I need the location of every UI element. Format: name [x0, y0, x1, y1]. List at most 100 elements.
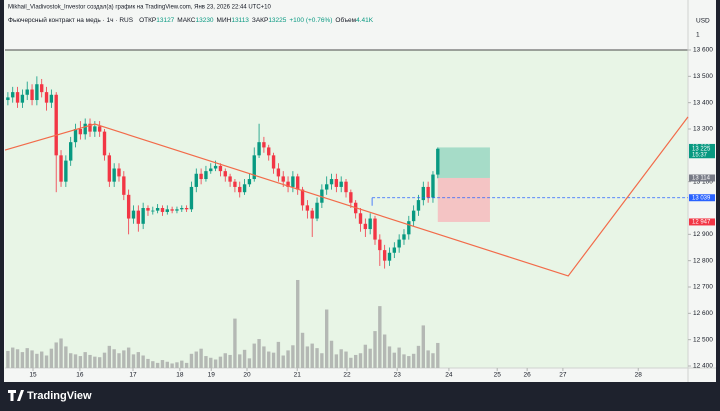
x-tick-label: 24 — [445, 372, 453, 379]
volume-bar — [411, 353, 416, 368]
candle-body — [325, 184, 329, 190]
candle-body — [223, 171, 227, 177]
candle-body — [165, 209, 169, 212]
candle-body — [305, 205, 310, 211]
volume-bar — [276, 341, 281, 368]
candle-body — [117, 168, 121, 177]
candle-body — [15, 92, 20, 103]
volume-value: 4.41K — [356, 17, 374, 24]
brand-logo — [8, 390, 24, 401]
x-tick-label: 22 — [343, 372, 351, 379]
y-tick-label: 13 500 — [693, 73, 713, 80]
volume-bar — [392, 352, 397, 368]
y-tick-label: 12 600 — [693, 310, 713, 317]
volume-bar — [64, 346, 68, 368]
candle-body — [170, 209, 174, 211]
volume-bar — [69, 353, 73, 368]
candle-body — [6, 97, 10, 101]
volume-bar — [257, 339, 261, 368]
candle-body — [11, 92, 15, 98]
candle-body — [276, 168, 281, 177]
volume-bar — [320, 353, 324, 368]
candle-body — [122, 176, 126, 195]
volume-bar — [25, 348, 29, 368]
candle-body — [136, 210, 141, 224]
x-tick-label: 28 — [635, 372, 643, 379]
y-tick-label: 12 400 — [693, 363, 713, 370]
candle-body — [320, 189, 324, 203]
volume-bar — [54, 342, 58, 368]
candle-body — [252, 155, 256, 180]
volume-bar — [310, 343, 314, 368]
volume-bar — [218, 356, 223, 368]
symbol-legend: Фьючерсный контракт на медь · 1ч · RUS ОТ… — [8, 16, 374, 24]
y-tick-label: 12 900 — [693, 231, 713, 238]
volume-bar — [83, 352, 87, 368]
candle-body — [126, 194, 131, 219]
candle-body — [257, 142, 261, 156]
price-label: 13 225 — [692, 146, 711, 152]
candle-body — [329, 179, 334, 185]
x-tick-label: 21 — [294, 372, 302, 379]
x-tick-label: 17 — [129, 372, 137, 379]
volume-bar — [368, 348, 372, 368]
x-tick-label: 23 — [394, 372, 402, 379]
candle-body — [300, 189, 305, 206]
candle-body — [30, 89, 34, 101]
volume-bar — [334, 354, 339, 368]
volume-bar — [189, 353, 194, 368]
candle-body — [97, 126, 102, 132]
candle-body — [363, 223, 368, 230]
candle-body — [247, 179, 252, 185]
volume-bar — [209, 357, 213, 368]
volume-bar — [421, 325, 425, 368]
price-label: 12 947 — [692, 220, 711, 226]
candle-body — [431, 174, 435, 198]
candle-body — [281, 176, 285, 182]
volume-bar — [291, 345, 295, 368]
price-label-box — [689, 194, 715, 202]
price-label: 13 114 — [692, 176, 711, 182]
candle-body — [155, 208, 160, 211]
candle-body — [213, 165, 218, 169]
volume-bar — [329, 340, 334, 368]
volume-bar — [122, 350, 126, 368]
candle-body — [262, 142, 266, 148]
symbol: Фьючерсный контракт на медь · 1ч · RUS — [8, 16, 134, 24]
volume-bar — [378, 306, 382, 368]
price-label-box — [689, 145, 715, 159]
volume-bar — [305, 346, 310, 368]
candle-body — [146, 208, 150, 211]
volume-bar — [175, 362, 179, 368]
candle-body — [88, 123, 92, 132]
legend-value: 13225 — [268, 17, 286, 24]
candle-body — [184, 208, 189, 210]
candle-body — [387, 252, 392, 261]
candle-body — [291, 176, 295, 187]
volume-bar — [49, 348, 54, 368]
candle-body — [407, 221, 411, 235]
y-tick-label: 13 600 — [693, 47, 713, 54]
volume-bar — [146, 358, 150, 368]
candle-body — [267, 147, 271, 156]
volume-bar — [426, 350, 430, 368]
volume-bar — [160, 360, 165, 368]
candle-body — [334, 179, 339, 187]
volume-bar — [44, 355, 49, 368]
candle-body — [296, 176, 300, 190]
candle-body — [209, 168, 213, 172]
volume-bar — [407, 356, 411, 368]
y-tick-label: 12 800 — [693, 257, 713, 264]
volume-bar — [136, 352, 141, 368]
candle-body — [40, 84, 44, 93]
y-tick-label: 13 300 — [693, 126, 713, 133]
volume-bar — [88, 354, 92, 368]
plot-area — [5, 50, 688, 368]
x-tick-label: 26 — [524, 372, 532, 379]
volume-bar — [238, 354, 242, 368]
currency: USD — [696, 18, 710, 25]
candle-body — [49, 94, 54, 103]
y-tick-label: 12 700 — [693, 284, 713, 291]
candle-body — [93, 126, 97, 132]
candle-body — [218, 165, 223, 172]
